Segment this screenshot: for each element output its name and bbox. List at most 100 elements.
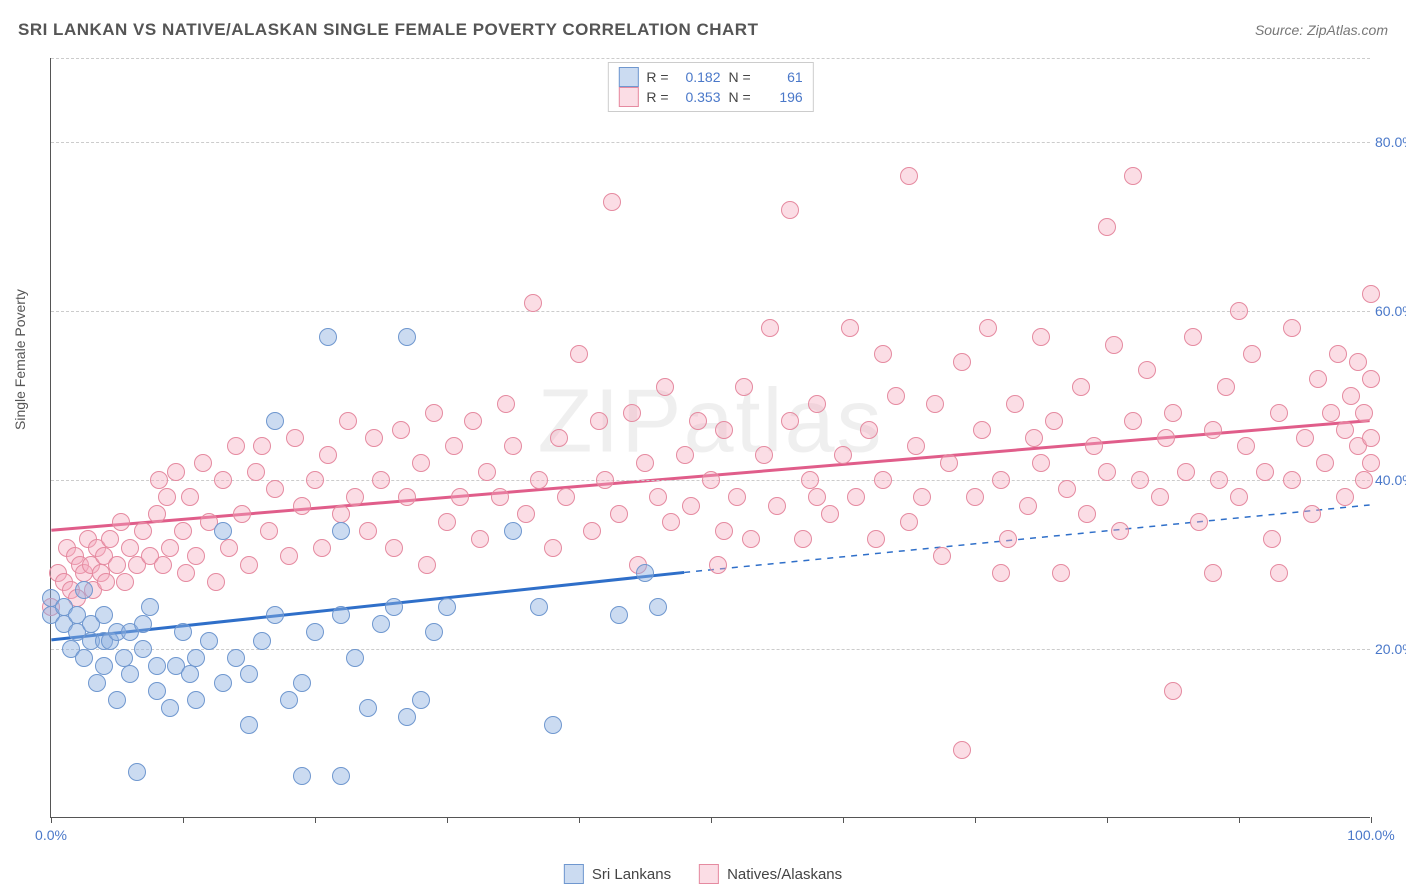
scatter-point [491,488,509,506]
scatter-point [141,598,159,616]
scatter-point [438,513,456,531]
scatter-point [1032,328,1050,346]
scatter-point [544,716,562,734]
scatter-point [97,573,115,591]
scatter-point [438,598,456,616]
scatter-point [332,505,350,523]
scatter-point [557,488,575,506]
scatter-point [761,319,779,337]
scatter-point [150,471,168,489]
scatter-point [1032,454,1050,472]
scatter-point [596,471,614,489]
scatter-point [1006,395,1024,413]
scatter-point [821,505,839,523]
scatter-point [95,606,113,624]
scatter-point [544,539,562,557]
scatter-point [1270,564,1288,582]
scatter-point [656,378,674,396]
scatter-point [742,530,760,548]
scatter-point [781,412,799,430]
scatter-point [253,632,271,650]
correlation-legend: R =0.182N =61R =0.353N =196 [607,62,813,112]
scatter-point [907,437,925,455]
scatter-point [808,395,826,413]
scatter-point [1105,336,1123,354]
legend-row: R =0.353N =196 [618,87,802,107]
scatter-point [478,463,496,481]
scatter-point [874,471,892,489]
scatter-point [550,429,568,447]
scatter-point [1237,437,1255,455]
x-tick-label: 0.0% [35,827,67,843]
scatter-point [280,691,298,709]
scatter-point [834,446,852,464]
scatter-point [280,547,298,565]
scatter-point [530,598,548,616]
scatter-point [187,547,205,565]
scatter-point [497,395,515,413]
scatter-point [1019,497,1037,515]
scatter-point [1164,682,1182,700]
y-tick-label: 20.0% [1375,641,1406,657]
x-tick-mark [183,817,184,823]
scatter-point [808,488,826,506]
scatter-point [992,471,1010,489]
scatter-point [1157,429,1175,447]
scatter-point [847,488,865,506]
scatter-point [214,674,232,692]
scatter-point [194,454,212,472]
legend-r-label: R = [646,89,668,105]
scatter-point [794,530,812,548]
scatter-point [781,201,799,219]
scatter-point [227,437,245,455]
scatter-point [953,353,971,371]
scatter-point [293,497,311,515]
scatter-point [1177,463,1195,481]
scatter-point [768,497,786,515]
scatter-point [933,547,951,565]
scatter-point [709,556,727,574]
scatter-point [1336,488,1354,506]
scatter-point [1078,505,1096,523]
scatter-point [332,767,350,785]
scatter-point [1184,328,1202,346]
chart-title: SRI LANKAN VS NATIVE/ALASKAN SINGLE FEMA… [18,20,758,40]
gridline [51,311,1370,312]
scatter-point [524,294,542,312]
scatter-point [319,328,337,346]
scatter-point [504,522,522,540]
scatter-point [926,395,944,413]
scatter-point [286,429,304,447]
scatter-point [1322,404,1340,422]
scatter-point [385,539,403,557]
scatter-point [590,412,608,430]
scatter-point [134,615,152,633]
scatter-point [121,665,139,683]
scatter-point [1131,471,1149,489]
scatter-point [253,437,271,455]
scatter-point [1217,378,1235,396]
x-tick-mark [51,817,52,823]
x-tick-label: 100.0% [1347,827,1394,843]
scatter-point [755,446,773,464]
scatter-point [174,522,192,540]
scatter-point [425,404,443,422]
scatter-point [1230,488,1248,506]
scatter-point [115,649,133,667]
scatter-point [1111,522,1129,540]
scatter-point [247,463,265,481]
chart-source: Source: ZipAtlas.com [1255,22,1388,38]
scatter-point [1210,471,1228,489]
scatter-point [293,767,311,785]
scatter-point [867,530,885,548]
scatter-point [1270,404,1288,422]
scatter-point [1263,530,1281,548]
x-tick-mark [711,817,712,823]
scatter-point [200,632,218,650]
scatter-point [973,421,991,439]
scatter-point [636,564,654,582]
scatter-point [1204,564,1222,582]
scatter-point [966,488,984,506]
scatter-point [346,649,364,667]
legend-swatch [618,67,638,87]
